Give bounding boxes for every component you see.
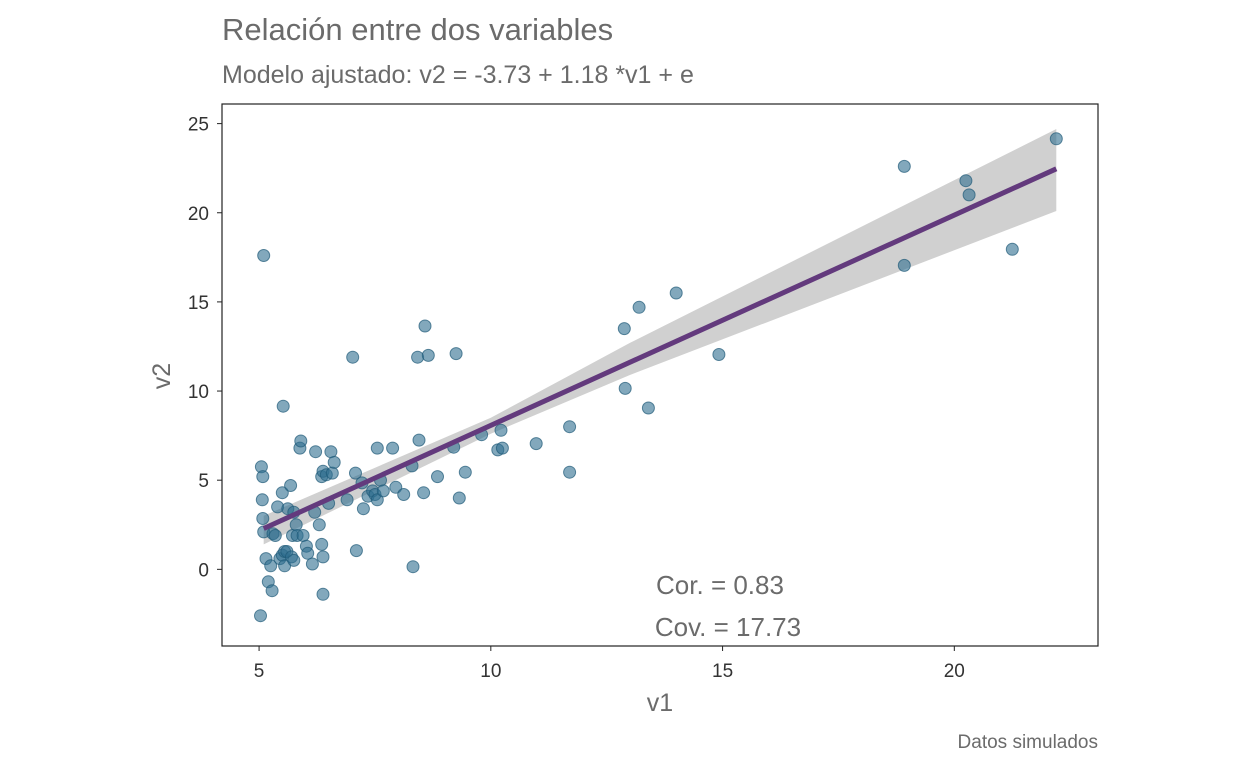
data-point-39 [316, 550, 330, 564]
data-point-90 [897, 258, 911, 272]
data-point-34 [309, 445, 323, 459]
data-point-46 [340, 493, 354, 507]
data-point-48 [349, 466, 362, 480]
data-point-55 [370, 441, 384, 455]
data-point-28 [294, 434, 308, 448]
x-tick-label: 5 [254, 661, 265, 682]
panel-border [221, 103, 1099, 647]
data-point-29 [296, 529, 310, 542]
y-axis: 0 5 10 15 20 25 [188, 115, 222, 581]
data-point-66 [417, 486, 431, 500]
data-point-88 [276, 399, 290, 413]
data-point-69 [431, 470, 444, 484]
data-point-94 [1049, 132, 1063, 146]
y-tick-label: 25 [188, 115, 209, 136]
data-point-24 [287, 553, 301, 567]
data-point-83 [632, 300, 646, 314]
data-points [254, 132, 1063, 623]
data-point-79 [563, 465, 577, 479]
data-point-80 [563, 420, 577, 434]
data-point-93 [1005, 242, 1019, 256]
data-point-64 [412, 433, 426, 447]
data-point-87 [257, 249, 271, 262]
chart-caption: Datos simulados [958, 732, 1098, 753]
data-point-25 [289, 518, 303, 532]
y-tick-label: 5 [198, 471, 209, 492]
data-point-31 [301, 546, 315, 560]
y-tick-label: 20 [188, 204, 209, 225]
data-point-78 [529, 437, 543, 451]
data-point-84 [641, 401, 655, 415]
data-point-76 [494, 423, 508, 437]
data-point-67 [418, 319, 432, 333]
data-point-20 [284, 479, 298, 492]
data-point-47 [346, 350, 360, 364]
data-point-65 [411, 350, 425, 364]
data-point-58 [376, 484, 390, 498]
data-point-91 [959, 174, 973, 188]
data-point-51 [356, 502, 370, 516]
x-tick-label: 15 [712, 661, 733, 682]
data-point-86 [712, 348, 726, 361]
data-point-44 [325, 466, 339, 480]
data-point-3 [256, 512, 270, 525]
data-point-45 [327, 455, 341, 469]
y-tick-label: 15 [188, 293, 209, 314]
regression-line [262, 166, 1058, 531]
chart-subtitle: Modelo ajustado: v2 = -3.73 + 1.18 *v1 +… [222, 61, 694, 89]
data-point-63 [406, 560, 420, 574]
data-point-56 [370, 493, 384, 507]
data-point-92 [962, 188, 976, 202]
data-point-11 [268, 529, 282, 542]
data-point-73 [458, 465, 472, 479]
data-point-85 [669, 286, 683, 300]
data-point-2 [255, 493, 269, 507]
data-point-36 [315, 537, 329, 551]
covariance-annotation: Cov. = 17.73 [655, 612, 801, 642]
data-point-61 [397, 488, 411, 501]
data-point-43 [324, 445, 338, 459]
data-point-71 [449, 347, 463, 361]
data-point-5 [254, 609, 267, 623]
data-point-8 [264, 559, 278, 573]
y-tick-label: 10 [188, 382, 209, 403]
data-point-72 [452, 491, 466, 505]
y-axis-title: v2 [148, 363, 176, 389]
x-axis-title: v1 [647, 689, 673, 717]
x-tick-label: 10 [480, 661, 501, 682]
data-point-49 [349, 544, 363, 558]
data-point-81 [617, 322, 631, 336]
y-tick-label: 0 [198, 560, 209, 581]
data-point-40 [316, 587, 330, 601]
plot-panel [221, 103, 1099, 647]
data-point-59 [386, 441, 400, 455]
x-axis: 5 10 15 20 [254, 646, 965, 682]
data-point-1 [256, 470, 270, 484]
x-tick-label: 20 [944, 661, 965, 682]
data-point-15 [275, 486, 289, 500]
data-point-32 [305, 557, 319, 571]
data-point-77 [495, 441, 509, 455]
data-point-68 [421, 348, 435, 362]
data-point-89 [897, 159, 911, 173]
data-point-9 [265, 584, 279, 598]
data-point-82 [618, 381, 632, 395]
correlation-annotation: Cor. = 0.83 [656, 570, 784, 600]
chart-title: Relación entre dos variables [222, 12, 613, 47]
data-point-35 [312, 518, 326, 532]
